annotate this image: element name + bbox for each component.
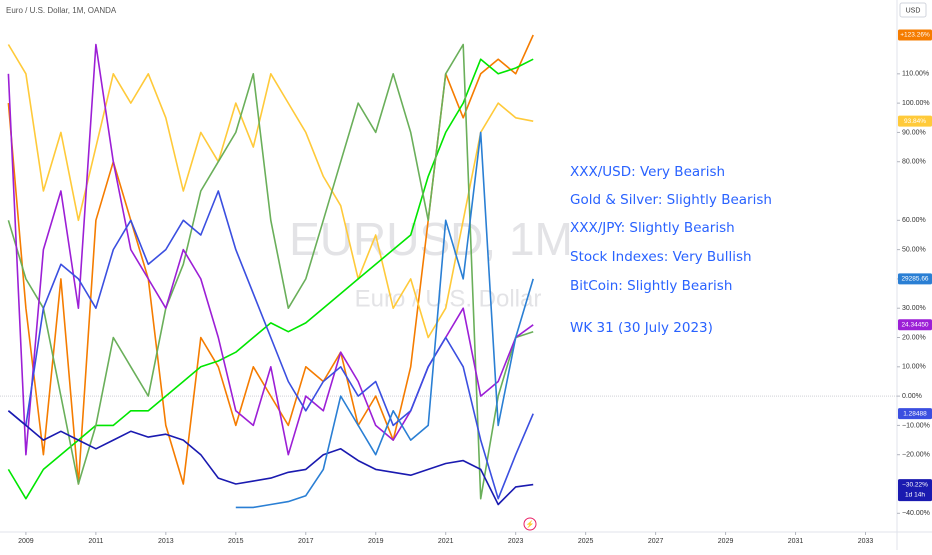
annotation: XXX/JPY: Slightly Bearish [570, 220, 735, 236]
price-tag-label: −30.22% [902, 481, 928, 488]
y-tick-label: 10.00% [902, 364, 926, 371]
annotation: XXX/USD: Very Bearish [570, 164, 725, 180]
x-tick-label: 2021 [438, 538, 454, 545]
price-tag [898, 29, 932, 41]
series-line [7, 44, 534, 339]
series-line [7, 43, 534, 500]
annotations: XXX/USD: Very Bearish Gold & Silver: Slig… [570, 164, 772, 336]
price-tag [898, 319, 932, 331]
x-tick-label: 2019 [368, 538, 384, 545]
event-icon-glyph: ⚡ [526, 519, 535, 528]
y-tick-label: 80.00% [902, 159, 926, 166]
x-tick-label: 2013 [158, 538, 174, 545]
y-tick-label: 90.00% [902, 129, 926, 136]
series-line [7, 410, 534, 506]
watermark: EURUSD, 1M [289, 213, 573, 265]
x-tick-label: 2025 [578, 538, 594, 545]
x-tick-label: 2015 [228, 538, 244, 545]
price-tag-label: 29285.66 [901, 276, 928, 283]
currency-box[interactable] [899, 2, 927, 18]
x-tick-label: 2029 [718, 538, 734, 545]
x-tick-label: 2033 [858, 538, 874, 545]
price-tag [898, 273, 932, 285]
x-tick-label: 2027 [648, 538, 664, 545]
y-tick-label: 110.00% [902, 71, 929, 78]
x-tick-label: 2017 [298, 538, 314, 545]
y-tick-label: −10.00% [902, 422, 930, 429]
y-tick-label: −20.00% [902, 452, 930, 459]
price-tag-label: 24.34450 [901, 322, 928, 329]
y-tick-label: 20.00% [902, 334, 926, 341]
x-tick-label: 2011 [88, 538, 103, 545]
chart-title: Euro / U.S. Dollar, 1M, OANDA [6, 6, 117, 15]
price-tag-label: 93.84% [904, 118, 926, 125]
annotation: WK 31 (30 July 2023) [570, 320, 713, 336]
series-line [7, 190, 534, 500]
countdown: 1d 14h [905, 491, 925, 498]
series-line [235, 131, 534, 509]
price-tag [898, 408, 932, 420]
price-tag [898, 479, 932, 502]
x-tick-label: 2031 [788, 538, 804, 545]
annotation: BitCoin: Slightly Bearish [570, 278, 732, 294]
y-tick-label: 30.00% [902, 305, 926, 312]
currency: USD [906, 7, 921, 14]
y-tick-label: 60.00% [902, 217, 926, 224]
price-tag [898, 115, 932, 127]
y-tick-label: −40.00% [902, 510, 930, 517]
price-tag-label: +123.26% [900, 32, 930, 39]
y-tick-label: 100.00% [902, 100, 930, 107]
x-tick-label: 2009 [18, 538, 34, 545]
x-tick-label: 2023 [508, 538, 524, 545]
annotation: Gold & Silver: Slightly Bearish [570, 192, 772, 208]
y-tick-label: 0.00% [902, 393, 922, 400]
y-tick-label: 50.00% [902, 246, 926, 253]
event-icon[interactable] [523, 517, 537, 531]
annotation: Stock Indexes: Very Bullish [570, 249, 752, 265]
price-tag-label: 1.28488 [903, 410, 927, 417]
